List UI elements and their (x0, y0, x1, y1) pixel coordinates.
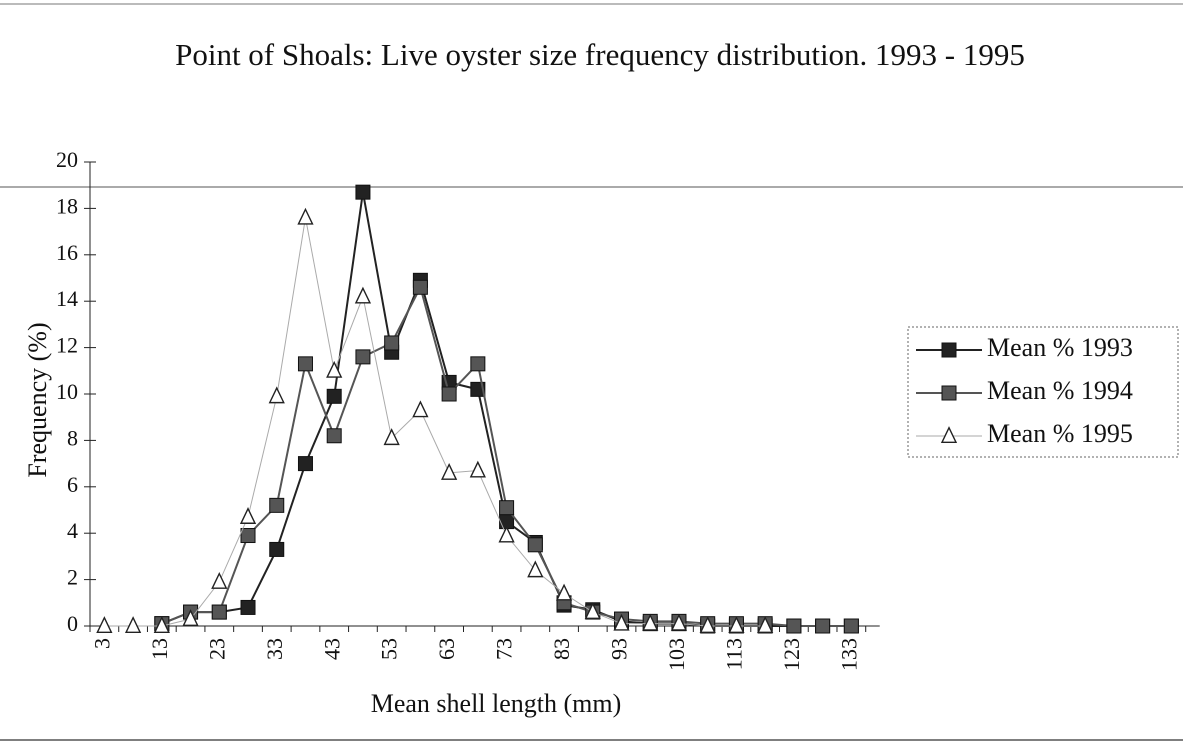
data-point (354, 286, 372, 304)
data-point (297, 207, 314, 225)
data-point (124, 616, 142, 633)
x-tick-label: 63 (434, 638, 459, 660)
data-point (470, 356, 486, 372)
data-point (584, 602, 601, 620)
y-tick-label: 12 (56, 333, 78, 358)
data-point (211, 572, 228, 589)
y-tick-label: 2 (67, 565, 78, 590)
legend-label: Mean % 1994 (987, 376, 1133, 405)
x-tick-label: 53 (377, 638, 402, 660)
data-point (527, 537, 543, 553)
legend-label: Mean % 1993 (987, 333, 1133, 362)
y-tick-label: 0 (67, 611, 78, 636)
data-point (96, 616, 113, 633)
x-tick-label: 93 (607, 638, 632, 660)
y-tick-label: 18 (56, 193, 78, 218)
data-point (441, 386, 457, 402)
data-point (613, 613, 630, 631)
data-point (499, 500, 515, 516)
y-tick-label: 10 (56, 379, 78, 404)
data-point (269, 541, 285, 557)
legend-marker (941, 385, 957, 401)
data-point (240, 528, 256, 544)
data-point (786, 618, 802, 634)
y-tick-label: 20 (56, 147, 78, 172)
chart-title: Point of Shoals: Live oyster size freque… (175, 37, 1025, 72)
data-point (297, 356, 313, 372)
y-tick-label: 14 (56, 286, 78, 311)
data-point (383, 428, 400, 446)
data-point (498, 525, 515, 543)
x-tick-label: 43 (319, 638, 344, 660)
data-point (211, 604, 227, 620)
series-line (161, 284, 852, 627)
data-point (326, 360, 343, 378)
y-tick-label: 4 (67, 518, 78, 543)
series-line (161, 191, 852, 627)
data-point (815, 618, 831, 634)
data-point (728, 616, 745, 633)
x-tick-label: 103 (664, 638, 689, 671)
data-point (670, 613, 688, 631)
data-point (527, 560, 544, 578)
data-point (268, 386, 285, 404)
data-point (412, 400, 429, 418)
data-point (699, 616, 716, 633)
x-axis-label: Mean shell length (mm) (371, 689, 622, 718)
legend-marker (940, 426, 958, 443)
data-point (239, 507, 257, 524)
y-tick-label: 8 (67, 425, 78, 450)
data-point (469, 460, 486, 478)
data-point (355, 349, 371, 365)
data-point (843, 618, 859, 634)
data-point (441, 462, 458, 480)
x-tick-label: 83 (549, 638, 574, 660)
data-point (182, 609, 199, 627)
legend-marker (941, 342, 957, 358)
data-point (269, 497, 285, 513)
legend-label: Mean % 1995 (987, 419, 1133, 448)
x-tick-label: 13 (147, 638, 172, 660)
data-point (240, 599, 256, 615)
data-point (757, 616, 774, 633)
data-point (642, 613, 659, 631)
data-point (153, 616, 170, 633)
data-point (384, 335, 400, 351)
x-tick-label: 3 (89, 638, 114, 649)
y-tick-label: 16 (56, 240, 78, 265)
x-tick-label: 123 (779, 638, 804, 671)
data-point (555, 583, 573, 601)
x-tick-label: 23 (204, 638, 229, 660)
y-axis-label: Frequency (%) (23, 322, 52, 477)
data-point (355, 184, 371, 200)
data-point (326, 388, 342, 404)
data-point (412, 279, 428, 295)
x-tick-label: 113 (721, 638, 746, 670)
data-point (297, 456, 313, 472)
x-tick-label: 33 (262, 638, 287, 660)
x-tick-label: 133 (836, 638, 861, 671)
series-line (104, 217, 766, 627)
y-tick-label: 6 (67, 472, 78, 497)
data-point (326, 428, 342, 444)
x-tick-label: 73 (492, 638, 517, 660)
